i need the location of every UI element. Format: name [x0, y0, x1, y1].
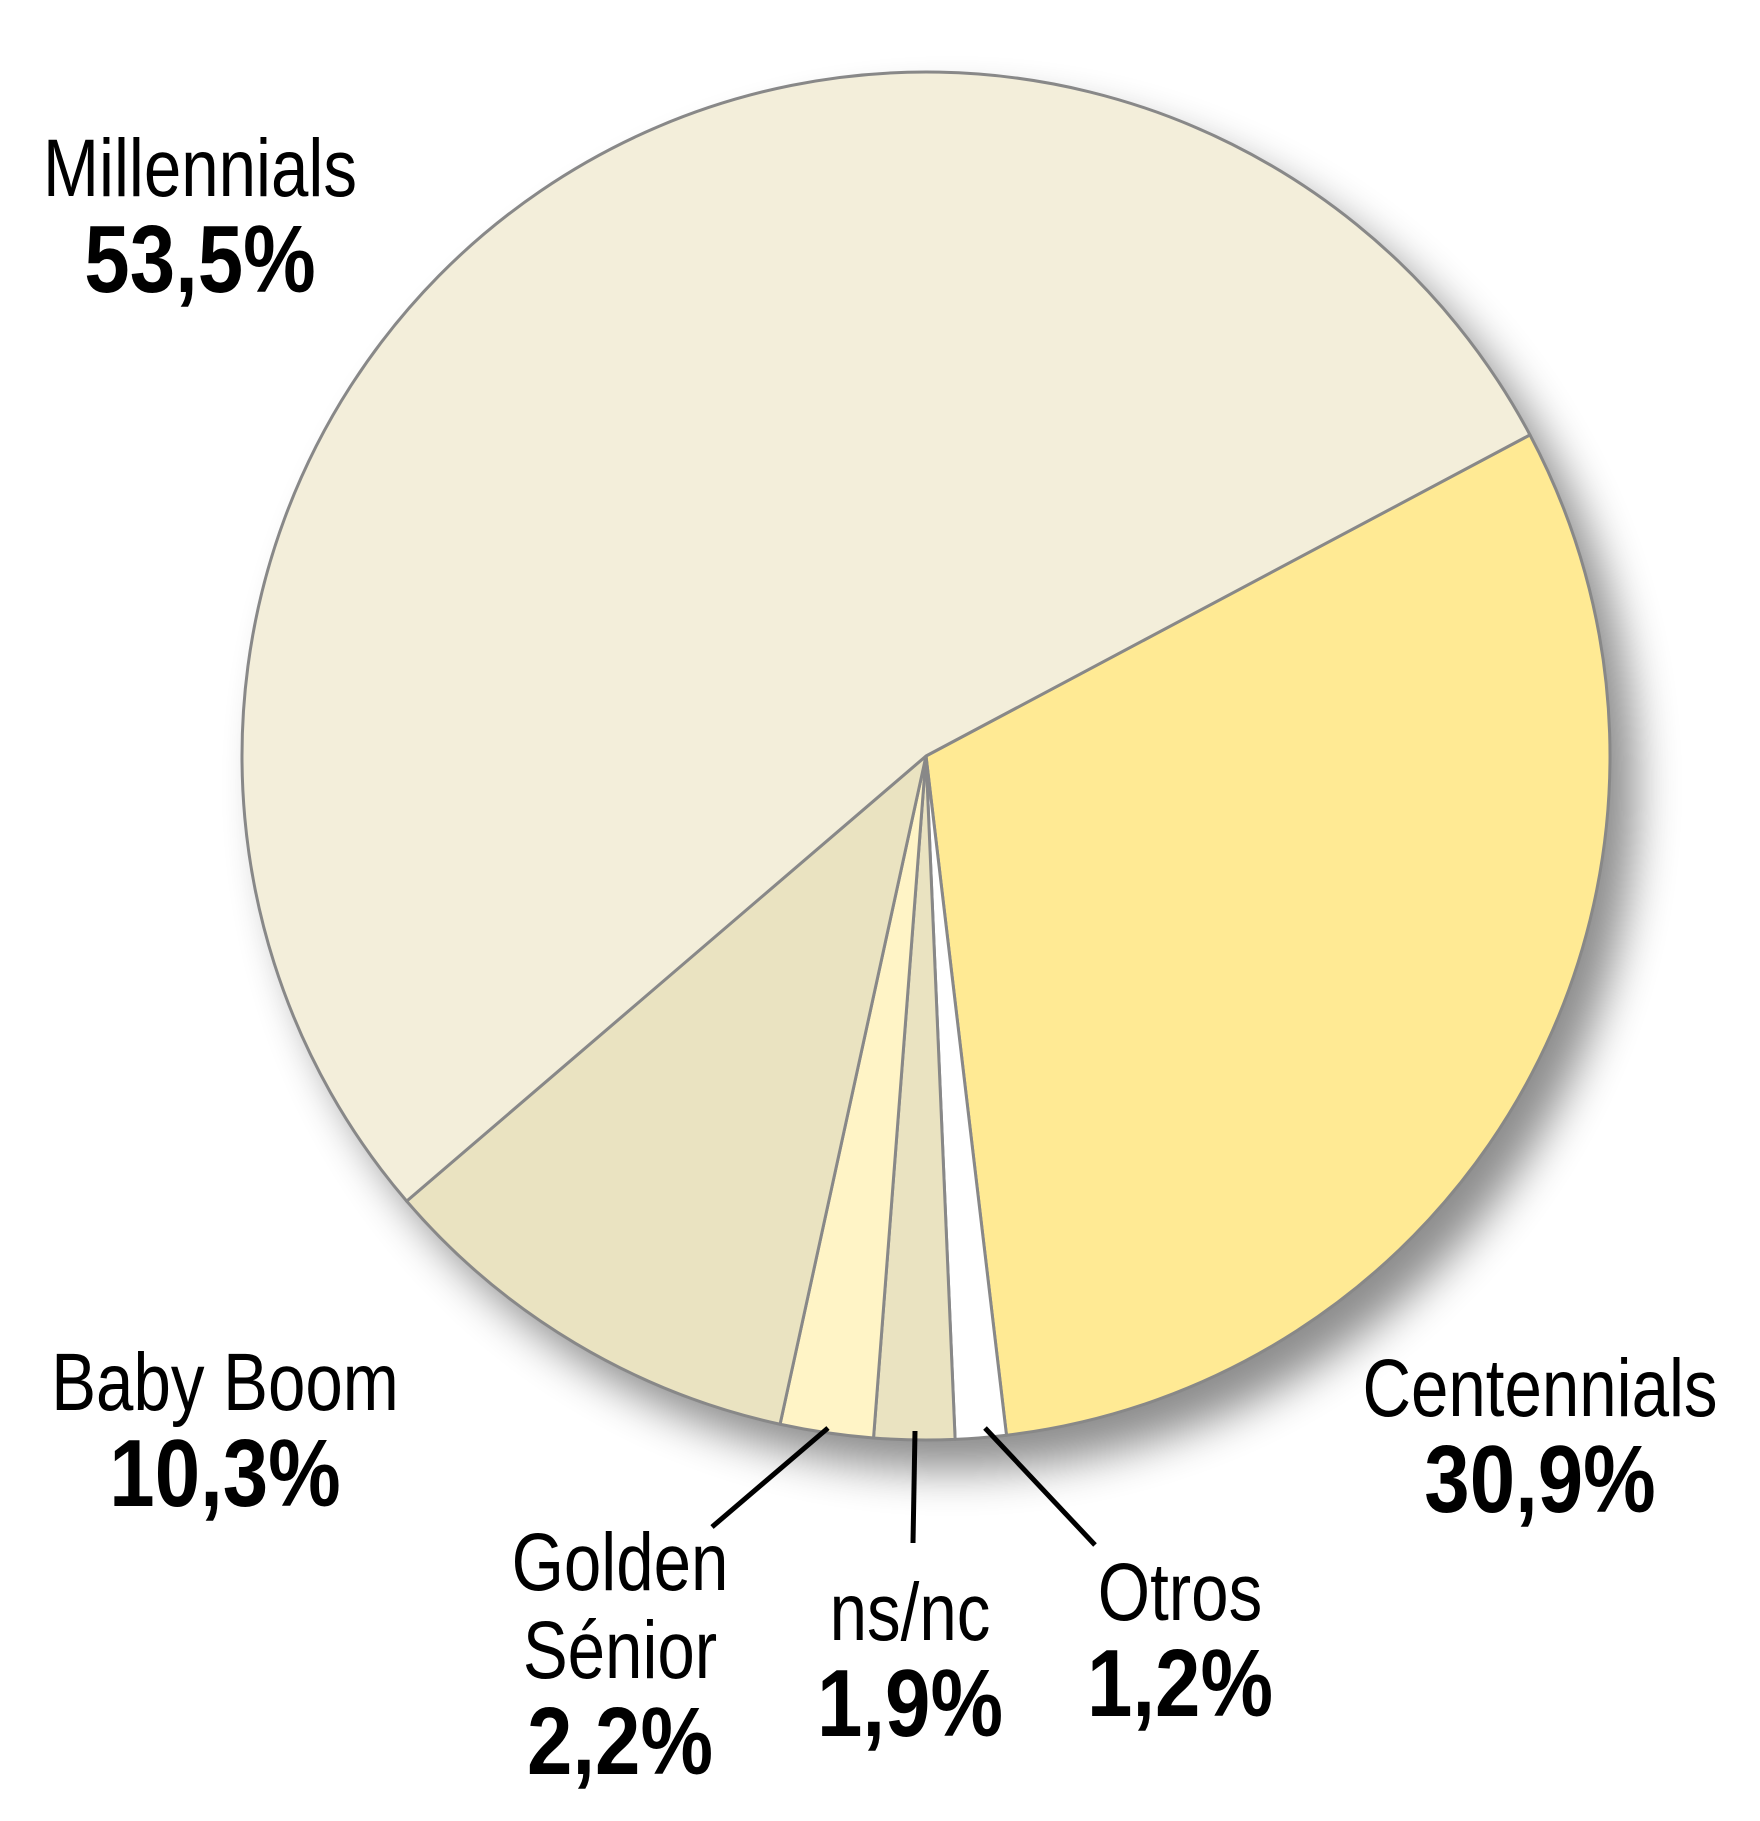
label-millennials: Millennials 53,5%: [0, 128, 400, 308]
pie-slices: [240, 70, 1612, 1442]
label-centennials-value: 30,9%: [1424, 1426, 1656, 1533]
label-golden-senior-value: 2,2%: [527, 1688, 713, 1795]
label-ns-nc-name: ns/nc: [829, 1567, 991, 1658]
label-otros: Otros 1,2%: [1050, 1552, 1310, 1732]
leader-lines: [710, 1426, 1097, 1547]
label-centennials: Centennials 30,9%: [1320, 1348, 1760, 1528]
label-ns-nc-value: 1,9%: [817, 1650, 1003, 1757]
label-ns-nc: ns/nc 1,9%: [770, 1572, 1050, 1752]
label-millennials-name: Millennials: [43, 123, 357, 214]
label-otros-value: 1,2%: [1087, 1630, 1273, 1737]
label-baby-boom-name: Baby Boom: [51, 1337, 399, 1428]
pie-slice-millennials: [240, 70, 1532, 1203]
label-golden-senior-name-2: Sénior: [522, 1605, 718, 1696]
leader-line-otros: [983, 1426, 1097, 1547]
pie-slice-baby-boom: [405, 754, 928, 1426]
leader-line-golden-senior: [710, 1426, 830, 1529]
label-baby-boom: Baby Boom 10,3%: [10, 1342, 440, 1522]
label-otros-name: Otros: [1097, 1547, 1263, 1638]
leader-line-ns-nc: [910, 1430, 918, 1544]
label-baby-boom-value: 10,3%: [109, 1420, 341, 1527]
label-golden-senior: Golden Sénior 2,2%: [460, 1522, 780, 1790]
pie-slice-centennials: [924, 433, 1612, 1437]
label-golden-senior-name-1: Golden: [511, 1517, 729, 1608]
label-centennials-name: Centennials: [1362, 1343, 1718, 1434]
label-millennials-value: 53,5%: [84, 206, 316, 313]
